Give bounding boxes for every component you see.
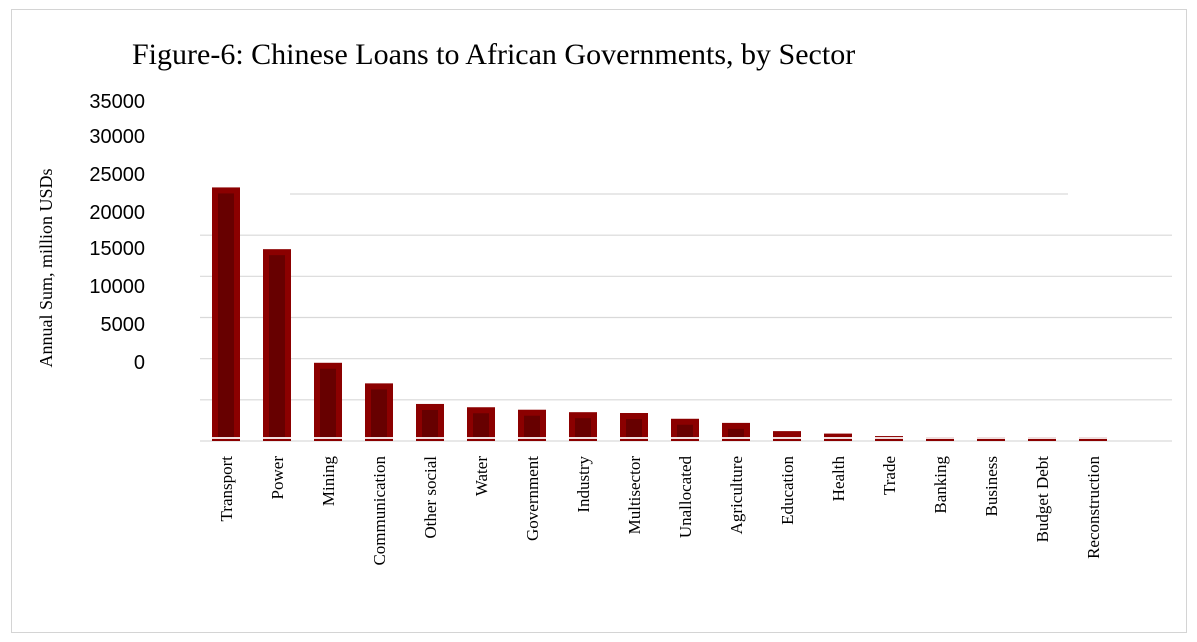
bar-reconstruction <box>1079 437 1107 441</box>
bar-industry <box>569 412 597 441</box>
y-tick-label: 25000 <box>89 164 145 186</box>
bar-banking <box>926 437 954 441</box>
bar-education <box>773 431 801 441</box>
bar-business <box>977 437 1005 441</box>
x-tick-label: Multisector <box>625 456 644 535</box>
x-tick-label: Transport <box>217 456 236 522</box>
bar-communication <box>365 383 393 441</box>
x-tick-label: Budget Debt <box>1033 456 1052 543</box>
x-tick-label: Power <box>268 456 287 500</box>
x-tick-label: Banking <box>931 456 950 514</box>
x-tick-label: Health <box>829 456 848 502</box>
y-axis-ticks: 35000 30000 25000 20000 15000 10000 5000 0 <box>89 91 145 374</box>
x-tick-label: Mining <box>319 456 338 507</box>
bar-agriculture <box>722 422 750 441</box>
y-axis-title: Annual Sum, million USDs <box>36 168 56 367</box>
x-tick-label: Education <box>778 456 797 525</box>
chart-frame <box>11 9 1187 633</box>
bar-water <box>467 407 495 441</box>
bar-government <box>518 409 546 441</box>
chart-title: Figure-6: Chinese Loans to African Gover… <box>132 38 856 71</box>
x-tick-label: Reconstruction <box>1084 456 1103 559</box>
y-tick-label: 15000 <box>89 238 145 260</box>
x-tick-label: Unallocated <box>676 456 695 539</box>
y-tick-label: 30000 <box>89 126 145 148</box>
x-tick-label: Business <box>982 456 1001 516</box>
y-tick-label: 20000 <box>89 202 145 224</box>
bar-other-social <box>416 403 444 441</box>
gridlines <box>200 193 1172 442</box>
bar-mining <box>314 362 342 441</box>
x-tick-label: Industry <box>574 456 593 513</box>
x-tick-label: Agriculture <box>727 456 746 534</box>
x-tick-label: Water <box>472 456 491 496</box>
bar-budget-debt <box>1028 437 1056 441</box>
bar-trade <box>875 436 903 441</box>
y-tick-label: 35000 <box>89 91 145 113</box>
bar-multisector <box>620 413 648 441</box>
bar-health <box>824 433 852 441</box>
bar-transport <box>212 187 240 441</box>
bar-power <box>263 249 291 441</box>
y-tick-label: 10000 <box>89 276 145 298</box>
y-tick-label: 0 <box>134 352 145 374</box>
x-tick-label: Trade <box>880 456 899 495</box>
x-tick-label: Government <box>523 456 542 541</box>
x-tick-label: Other social <box>421 456 440 539</box>
x-axis-ticks: Transport Power Mining Communication Other s… <box>217 456 1103 566</box>
bar-unallocated <box>671 418 699 441</box>
y-tick-label: 5000 <box>101 314 146 336</box>
x-tick-label: Communication <box>370 456 389 566</box>
bars <box>212 187 1107 441</box>
